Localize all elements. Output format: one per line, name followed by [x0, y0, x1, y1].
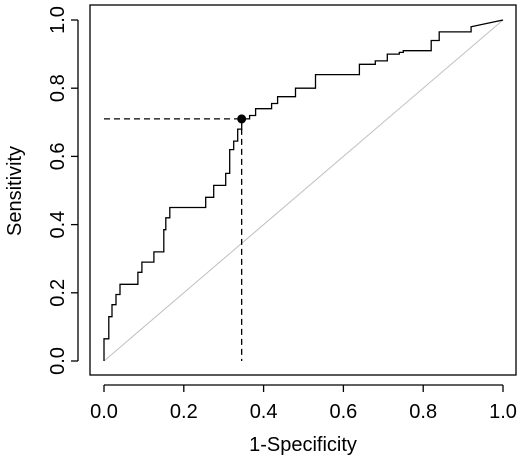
x-tick-label: 1.0 [489, 401, 517, 423]
reference-diagonal-line [103, 19, 504, 362]
plot-frame [89, 4, 517, 376]
y-tick-label: 0.8 [47, 74, 69, 102]
plot-area [89, 4, 517, 376]
x-axis: 0.0 0.2 0.4 0.6 0.8 1.0 [90, 384, 517, 423]
y-axis-title: Sensitivity [4, 146, 26, 236]
x-axis-title: 1-Specificity [249, 434, 357, 456]
y-tick-label: 1.0 [47, 6, 69, 34]
x-tick-label: 0.2 [170, 401, 198, 423]
x-tick-label: 0.6 [329, 401, 357, 423]
cutoff-point [237, 114, 247, 124]
y-tick-label: 0.6 [47, 142, 69, 170]
y-tick-label: 0.4 [47, 211, 69, 239]
x-tick-label: 0.0 [90, 401, 118, 423]
roc-curve-line [103, 19, 504, 361]
y-tick-label: 0.2 [47, 279, 69, 307]
y-axis: 0.0 0.2 0.4 0.6 0.8 1.0 [47, 6, 79, 375]
y-tick-label: 0.0 [47, 347, 69, 375]
chart-marks [103, 19, 504, 362]
x-tick-label: 0.8 [409, 401, 437, 423]
x-tick-label: 0.4 [250, 401, 278, 423]
